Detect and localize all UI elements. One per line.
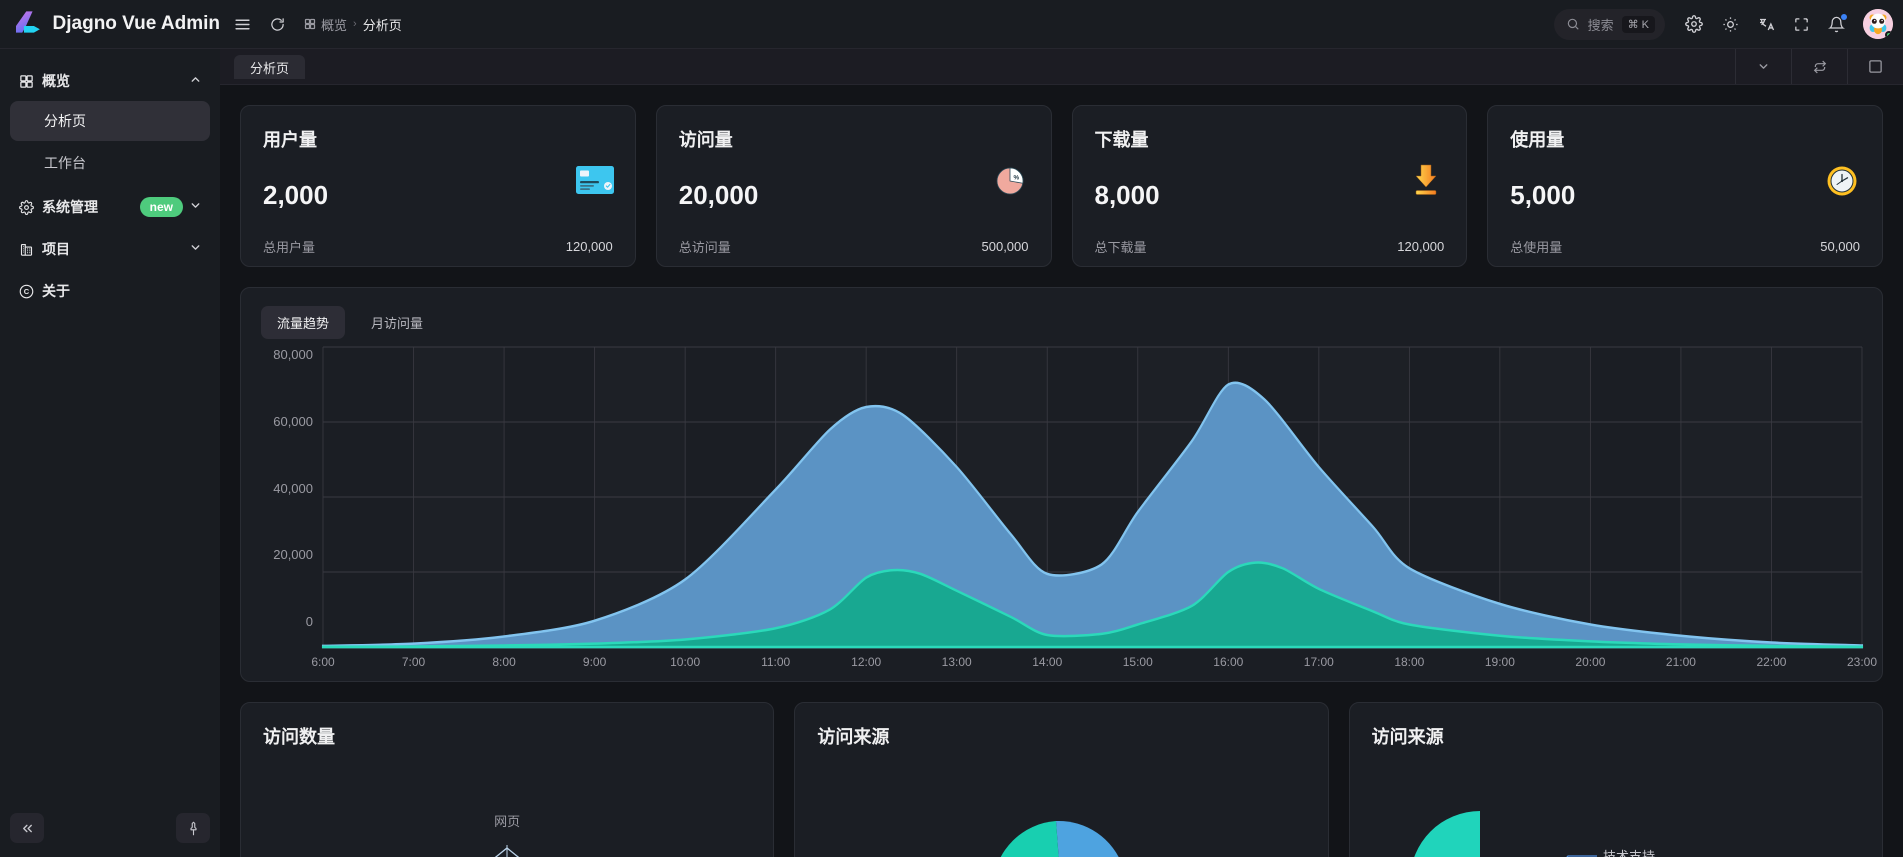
svg-text:C: C	[23, 287, 29, 296]
svg-text:技术支持: 技术支持	[1603, 849, 1655, 857]
svg-text:%: %	[1013, 175, 1019, 182]
